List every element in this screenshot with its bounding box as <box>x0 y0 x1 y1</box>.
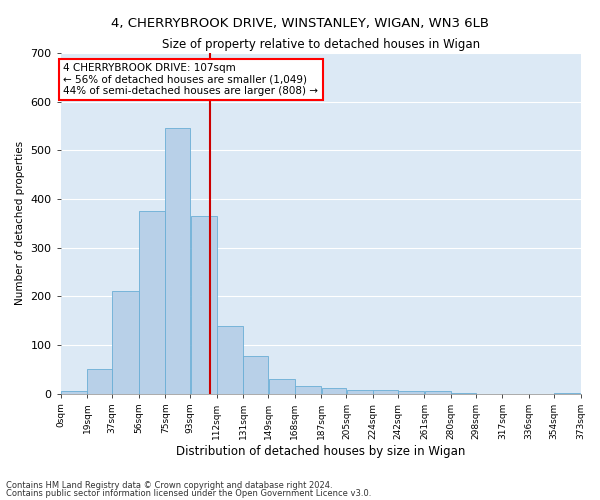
Bar <box>217 326 243 394</box>
Y-axis label: Number of detached properties: Number of detached properties <box>15 141 25 306</box>
Bar <box>139 211 165 394</box>
Text: Contains HM Land Registry data © Crown copyright and database right 2024.: Contains HM Land Registry data © Crown c… <box>6 480 332 490</box>
Text: Contains public sector information licensed under the Open Government Licence v3: Contains public sector information licen… <box>6 489 371 498</box>
Bar <box>61 391 87 394</box>
Bar <box>295 386 321 394</box>
Bar <box>244 356 268 394</box>
Bar <box>451 392 476 394</box>
X-axis label: Distribution of detached houses by size in Wigan: Distribution of detached houses by size … <box>176 444 465 458</box>
Bar <box>398 390 424 394</box>
Bar <box>347 390 373 394</box>
Bar <box>322 388 346 394</box>
Title: Size of property relative to detached houses in Wigan: Size of property relative to detached ho… <box>161 38 479 51</box>
Bar <box>425 391 451 394</box>
Bar <box>112 292 139 394</box>
Text: 4, CHERRYBROOK DRIVE, WINSTANLEY, WIGAN, WN3 6LB: 4, CHERRYBROOK DRIVE, WINSTANLEY, WIGAN,… <box>111 18 489 30</box>
Bar <box>88 369 112 394</box>
Bar <box>191 216 217 394</box>
Bar <box>166 128 190 394</box>
Bar <box>269 379 295 394</box>
Bar <box>373 390 398 394</box>
Text: 4 CHERRYBROOK DRIVE: 107sqm
← 56% of detached houses are smaller (1,049)
44% of : 4 CHERRYBROOK DRIVE: 107sqm ← 56% of det… <box>64 63 319 96</box>
